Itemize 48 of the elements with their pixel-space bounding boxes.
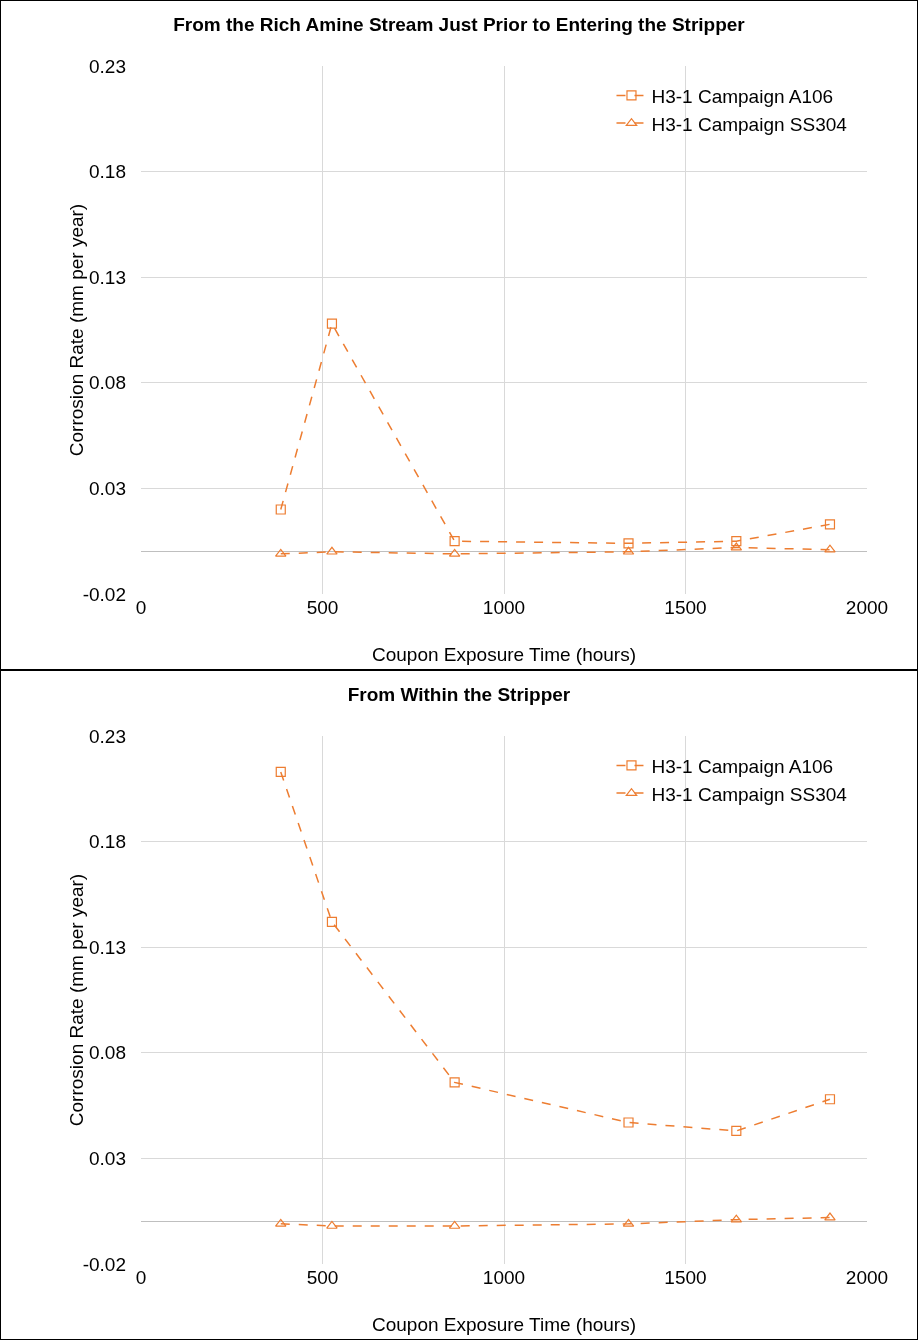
y-tick-label: 0.18 (89, 831, 126, 853)
point (623, 538, 634, 549)
chart-title: From the Rich Amine Stream Just Prior to Entering the Stripper (173, 14, 746, 35)
y-tick-label: 0.13 (89, 266, 126, 288)
point (824, 1212, 836, 1221)
y-tick-label: 0.08 (89, 372, 126, 394)
x-axis-title: Coupon Exposure Time (hours) (371, 1314, 637, 1335)
x-tick-label: 0 (135, 597, 147, 618)
y-tick-label: -0.02 (82, 583, 126, 605)
legend-label: H3-1 Campaign SS304 (651, 783, 848, 805)
y-tick-label: 0.23 (89, 725, 126, 747)
point (824, 519, 836, 530)
x-tick-label: 2000 (845, 1267, 889, 1288)
legend-label: H3-1 Campaign SS304 (651, 113, 848, 135)
point (275, 766, 286, 777)
legend-label: H3-1 Campaign A106 (651, 85, 834, 107)
chart-title: From Within the Stripper (347, 684, 571, 705)
y-tick-label: 0.18 (89, 161, 126, 183)
point (731, 1125, 742, 1137)
y-tick-label: -0.02 (82, 1253, 126, 1275)
x-tick-label: 500 (306, 1267, 339, 1288)
point (731, 536, 742, 547)
point (824, 544, 836, 553)
x-axis-title: Coupon Exposure Time (hours) (371, 644, 637, 665)
point (326, 546, 338, 555)
x-tick-label: 0 (135, 1267, 147, 1288)
point (623, 1117, 634, 1128)
point (824, 1094, 836, 1105)
point (326, 318, 338, 329)
y-axis-title: Corrosion Rate (mm per year) (66, 873, 88, 1127)
x-tick-label: 1000 (482, 597, 526, 618)
x-tick-label: 1000 (482, 1267, 526, 1288)
x-tick-label: 1500 (664, 1267, 707, 1288)
x-tick-label: 1500 (664, 597, 707, 618)
point (449, 536, 460, 547)
x-tick-label: 500 (306, 597, 339, 618)
point (449, 1077, 460, 1088)
y-axis-title: Corrosion Rate (mm per year) (66, 203, 88, 457)
y-tick-label: 0.23 (89, 55, 126, 77)
x-tick-label: 2000 (845, 597, 889, 618)
y-tick-label: 0.13 (89, 936, 126, 958)
y-tick-label: 0.03 (89, 478, 126, 500)
point (326, 1220, 338, 1229)
y-tick-label: 0.03 (89, 1148, 126, 1170)
legend-label: H3-1 Campaign A106 (651, 755, 834, 777)
y-tick-label: 0.08 (89, 1042, 126, 1064)
point (326, 916, 338, 927)
point (275, 504, 286, 515)
